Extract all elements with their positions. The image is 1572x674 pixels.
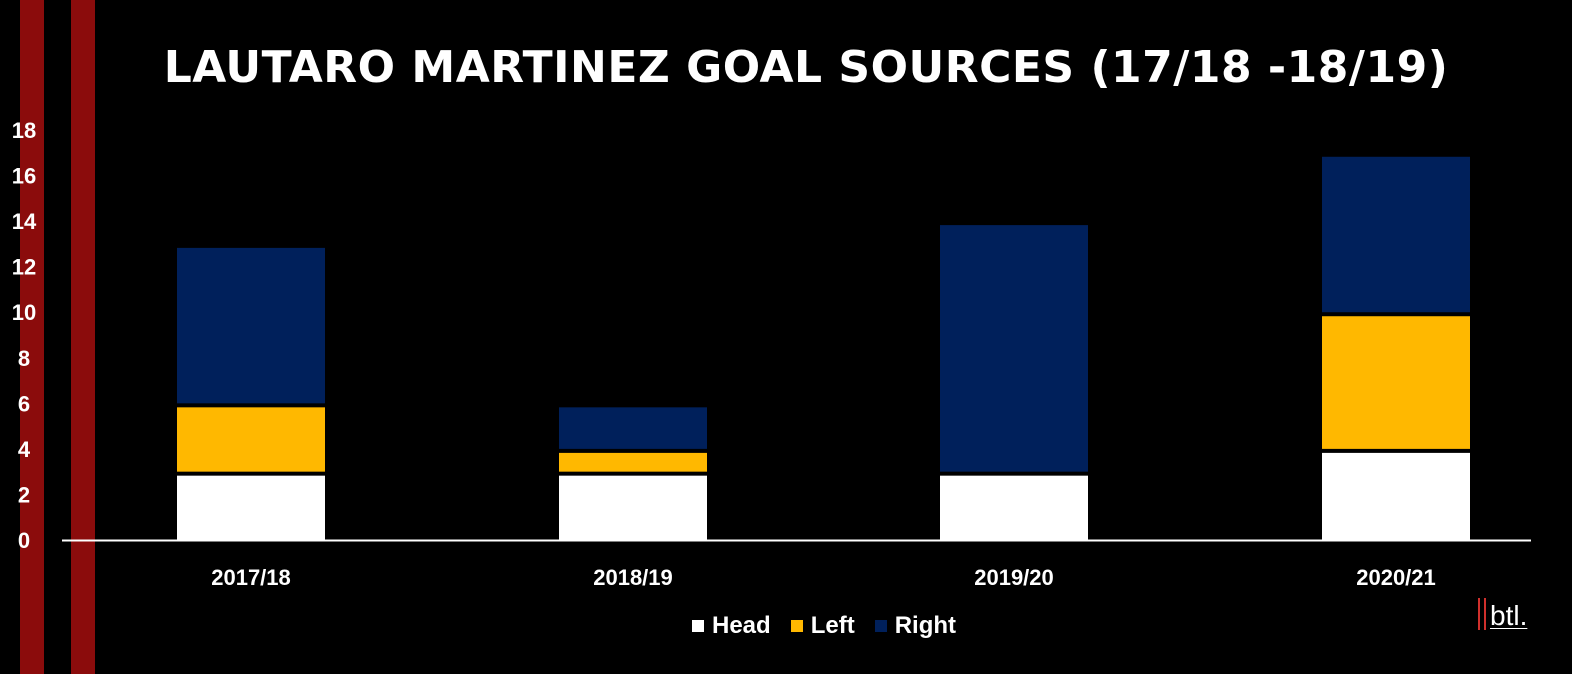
bar-head-1 (559, 475, 707, 540)
legend-swatch (692, 620, 704, 632)
y-tick-label: 18 (12, 118, 36, 143)
y-tick-label: 6 (18, 391, 30, 416)
bar-right-2 (940, 225, 1088, 472)
bar-head-0 (177, 475, 325, 540)
y-tick-label: 2 (18, 482, 30, 507)
left-stripe-inner (71, 0, 95, 674)
bar-right-3 (1322, 156, 1470, 313)
x-tick-label: 2018/19 (593, 565, 673, 590)
bar-left-1 (559, 452, 707, 472)
legend-item-right: Right (874, 612, 956, 640)
legend-item-left: Left (790, 612, 855, 640)
legend-swatch (790, 620, 803, 632)
legend-label: Head (712, 612, 771, 639)
logo-bar-1 (1478, 598, 1480, 630)
bar-left-0 (177, 407, 325, 472)
y-tick-label: 12 (12, 255, 36, 280)
btl-logo: btl. (1478, 596, 1527, 630)
x-tick-label: 2017/18 (211, 565, 291, 590)
left-stripe-outer (20, 0, 44, 674)
legend-item-head: Head (692, 612, 771, 640)
y-tick-label: 14 (12, 209, 37, 234)
bar-head-2 (940, 475, 1088, 540)
bar-right-0 (177, 247, 325, 404)
y-tick-label: 4 (18, 437, 31, 462)
y-tick-label: 16 (12, 164, 36, 189)
bar-right-1 (559, 407, 707, 449)
x-tick-label: 2020/21 (1356, 565, 1436, 590)
bar-left-3 (1322, 316, 1470, 449)
logo-text: btl. (1490, 600, 1528, 631)
legend-label: Right (894, 612, 956, 639)
legend: Head Left Right (692, 612, 956, 640)
x-tick-label: 2019/20 (974, 565, 1054, 590)
legend-swatch (874, 620, 887, 632)
y-tick-label: 8 (18, 346, 30, 371)
bar-head-3 (1322, 452, 1470, 540)
y-tick-label: 0 (18, 528, 30, 553)
legend-label: Left (810, 612, 855, 639)
y-tick-label: 10 (12, 300, 36, 325)
logo-bar-2 (1484, 598, 1486, 630)
chart-title: LAUTARO MARTINEZ GOAL SOURCES (17/18 -18… (163, 42, 1449, 93)
